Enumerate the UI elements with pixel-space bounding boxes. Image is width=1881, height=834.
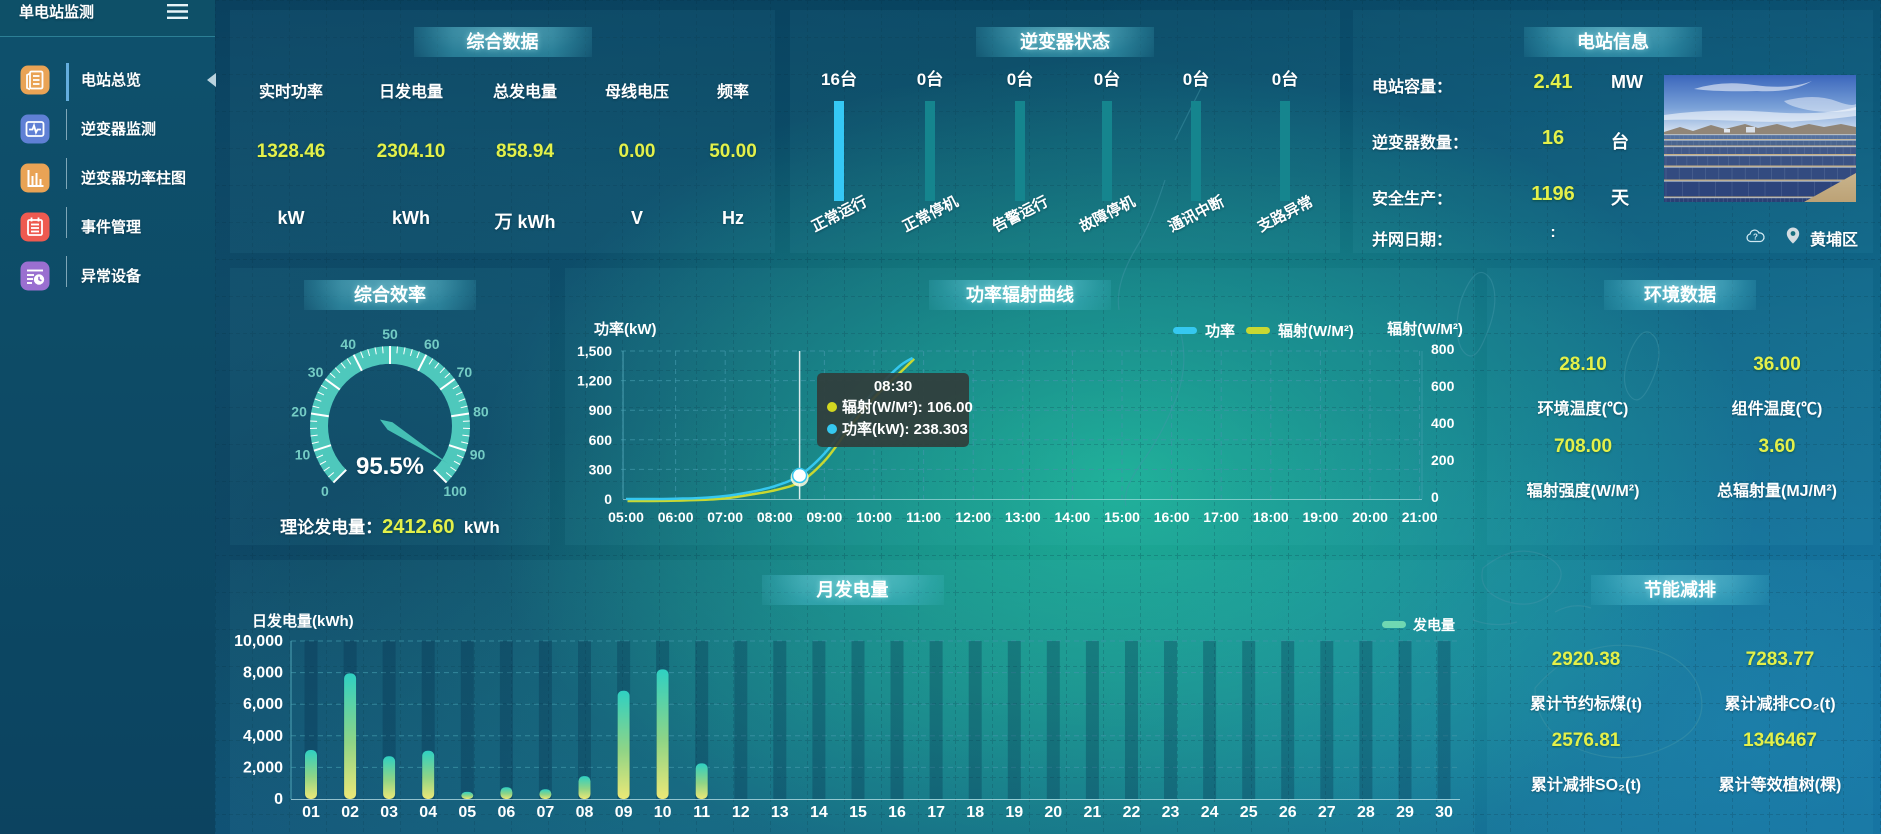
svg-text:200: 200 [1431,452,1455,468]
svg-text:28: 28 [1357,804,1375,821]
svg-text:20: 20 [1044,804,1062,821]
svg-text:10:00: 10:00 [856,509,892,525]
svg-text:21:00: 21:00 [1402,509,1438,525]
svg-text:08: 08 [576,804,594,821]
svg-text:04: 04 [419,804,437,821]
svg-text:12: 12 [732,804,750,821]
svg-text:发电量: 发电量 [1412,617,1455,633]
svg-text:400: 400 [1431,415,1455,431]
svg-text:2,000: 2,000 [243,759,283,776]
svg-text:16: 16 [888,804,906,821]
svg-text:30: 30 [1435,804,1453,821]
svg-text:1,200: 1,200 [577,373,612,389]
svg-text:20:00: 20:00 [1352,509,1388,525]
svg-text:05: 05 [458,804,476,821]
svg-text:13:00: 13:00 [1005,509,1041,525]
svg-text:0: 0 [1431,489,1439,505]
svg-text:25: 25 [1240,804,1258,821]
svg-text:21: 21 [1084,804,1102,821]
svg-text:15:00: 15:00 [1104,509,1140,525]
svg-text:20: 20 [291,404,307,420]
svg-text:功率(kW): 功率(kW) [594,320,657,338]
svg-text:?: ? [1753,233,1758,242]
svg-text:12:00: 12:00 [955,509,991,525]
svg-text:40: 40 [340,336,356,352]
svg-text:24: 24 [1201,804,1219,821]
svg-text:10: 10 [295,446,311,462]
svg-text:07:00: 07:00 [707,509,743,525]
svg-text:08:00: 08:00 [757,509,793,525]
svg-text:03: 03 [380,804,398,821]
svg-text:900: 900 [589,402,613,418]
svg-text:50: 50 [382,326,398,342]
svg-text:10: 10 [654,804,672,821]
svg-text:09:00: 09:00 [806,509,842,525]
svg-text:4,000: 4,000 [243,728,283,745]
svg-text:18: 18 [966,804,984,821]
svg-text:18:00: 18:00 [1253,509,1289,525]
svg-text:6,000: 6,000 [243,696,283,713]
svg-text:10,000: 10,000 [234,633,283,650]
svg-text:600: 600 [589,432,613,448]
svg-text:80: 80 [473,404,489,420]
svg-text:07: 07 [537,804,555,821]
svg-text:300: 300 [589,461,613,477]
svg-text:800: 800 [1431,341,1455,357]
svg-text:70: 70 [457,364,473,380]
svg-text:22: 22 [1123,804,1141,821]
svg-text:日发电量(kWh): 日发电量(kWh) [252,612,354,630]
svg-text:23: 23 [1162,804,1180,821]
svg-text:05:00: 05:00 [608,509,644,525]
svg-text:06: 06 [498,804,516,821]
svg-text:01: 01 [302,804,320,821]
svg-text:17:00: 17:00 [1203,509,1239,525]
svg-text:11:00: 11:00 [906,509,941,525]
svg-text:09: 09 [615,804,633,821]
svg-text:17: 17 [927,804,945,821]
svg-text:14:00: 14:00 [1054,509,1090,525]
svg-text:辐射(W/M²): 辐射(W/M²) [1387,320,1463,338]
svg-text:0: 0 [274,791,283,808]
svg-text:13: 13 [771,804,789,821]
svg-text:60: 60 [424,336,440,352]
svg-text:600: 600 [1431,378,1455,394]
svg-text:26: 26 [1279,804,1297,821]
svg-text:0: 0 [321,483,329,499]
svg-text:15: 15 [849,804,867,821]
svg-text:06:00: 06:00 [658,509,694,525]
svg-text:辐射(W/M²): 辐射(W/M²) [1278,322,1354,340]
svg-text:27: 27 [1318,804,1336,821]
svg-text:19:00: 19:00 [1302,509,1338,525]
svg-text:29: 29 [1396,804,1414,821]
svg-text:0: 0 [604,491,612,507]
svg-text:功率: 功率 [1205,322,1235,340]
svg-text:8,000: 8,000 [243,665,283,682]
svg-text:16:00: 16:00 [1154,509,1190,525]
svg-text:90: 90 [470,446,486,462]
svg-text:02: 02 [341,804,359,821]
svg-text:30: 30 [308,364,324,380]
svg-text:11: 11 [693,804,710,821]
svg-text:1,500: 1,500 [577,343,612,359]
svg-text:19: 19 [1005,804,1023,821]
svg-text:14: 14 [810,804,828,821]
svg-text:100: 100 [443,483,467,499]
